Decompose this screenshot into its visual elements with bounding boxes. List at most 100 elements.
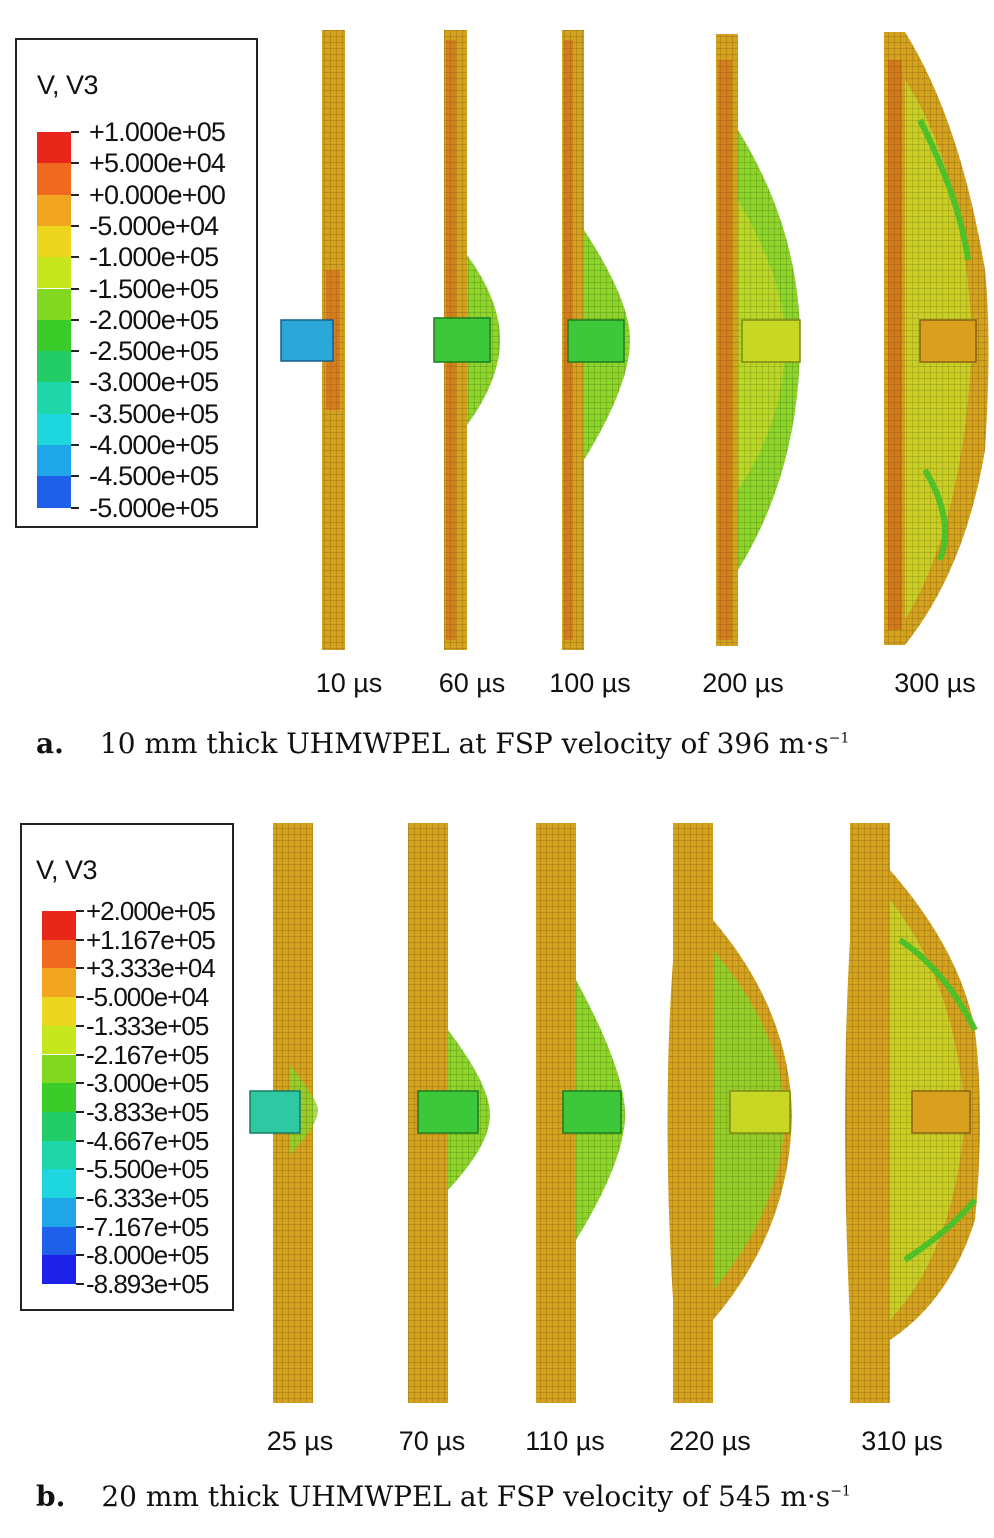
- legend-swatch: [37, 194, 71, 226]
- time-label: 300 µs: [894, 668, 976, 698]
- frame-b-2: [408, 823, 490, 1403]
- green-fragments: [917, 118, 971, 562]
- damage-band: [718, 60, 732, 640]
- projectile: [919, 319, 977, 363]
- legend-swatch: [37, 445, 71, 477]
- legend-swatch: [37, 225, 71, 258]
- legend-color-bar: +1.000e+05 +5.000e+04 +0.000e+00 -5.000e+04…: [37, 119, 226, 521]
- legend-label: -7.167e+05: [86, 1211, 209, 1242]
- frame-a-2: [433, 30, 500, 650]
- legend-label: -5.500e+05: [86, 1154, 209, 1185]
- legend-swatch: [42, 1083, 76, 1112]
- legend-a: V, V3 +1.000e+05 +5.000e+04 +0.000e+00 -5.0…: [15, 38, 258, 528]
- legend-swatch: [37, 132, 71, 164]
- legend-swatch: [42, 968, 76, 998]
- legend-swatch: [42, 1111, 76, 1141]
- legend-tick: [71, 131, 79, 133]
- legend-tick: [71, 287, 79, 290]
- time-label: 100 µs: [549, 668, 631, 698]
- legend-label: -2.500e+05: [89, 336, 219, 367]
- legend-tick: [71, 506, 79, 509]
- damage-band: [888, 60, 902, 630]
- legend-tick: [76, 1139, 84, 1142]
- legend-tick: [76, 1225, 84, 1228]
- legend-tick: [71, 412, 79, 415]
- projectile: [562, 1090, 622, 1134]
- caption-b: b. 20 mm thick UHMWPEL at FSP velocity of…: [36, 1480, 851, 1513]
- legend-label: -5.000e+05: [89, 492, 219, 523]
- legend-swatch: [42, 1140, 76, 1170]
- legend-label: -1.333e+05: [86, 1010, 209, 1041]
- caption-letter: a.: [36, 727, 64, 760]
- time-label: 10 µs: [315, 668, 383, 698]
- time-label: 220 µs: [669, 1426, 751, 1456]
- legend-tick: [71, 256, 79, 259]
- projectile: [433, 317, 491, 363]
- legend-label: +0.000e+00: [89, 179, 226, 210]
- legend-tick: [71, 318, 79, 321]
- frame-a-1: [280, 30, 345, 650]
- frame-a-3: [562, 30, 630, 650]
- projectile: [911, 1090, 971, 1134]
- frame-b-3: [536, 823, 625, 1403]
- legend-label: -3.000e+05: [89, 367, 219, 398]
- legend-label: -6.333e+05: [86, 1183, 209, 1213]
- legend-swatch: [37, 413, 71, 445]
- legend-title: V, V3: [36, 855, 98, 885]
- time-label: 25 µs: [266, 1426, 334, 1456]
- time-label: 70 µs: [398, 1426, 466, 1456]
- legend-tick: [76, 1283, 84, 1286]
- projectile: [249, 1090, 301, 1134]
- legend-tick: [71, 193, 79, 196]
- legend-label: -5.000e+04: [89, 210, 219, 241]
- frame-b-1: [249, 823, 318, 1403]
- legend-label: -3.833e+05: [86, 1096, 209, 1127]
- legend-swatch: [42, 1054, 76, 1084]
- legend-label: -2.167e+05: [86, 1039, 209, 1070]
- legend-label: -4.000e+05: [89, 430, 219, 460]
- caption-a: a. 10 mm thick UHMWPEL at FSP velocity of…: [36, 727, 849, 760]
- legend-swatch: [42, 1226, 76, 1256]
- legend-tick: [71, 475, 79, 478]
- frame-b-4: [667, 823, 792, 1403]
- legend-tick: [76, 1168, 84, 1171]
- legend-tick: [76, 1197, 84, 1199]
- legend-swatch: [42, 1255, 76, 1285]
- projectile: [729, 1090, 791, 1134]
- legend-tick: [76, 1110, 84, 1113]
- legend-tick: [76, 1024, 84, 1027]
- panel-b: V, V3 +2.000e+05 +1.167e+05 +3.333e+04 -5.0…: [0, 780, 994, 1538]
- time-label: 200 µs: [702, 668, 784, 698]
- legend-label: -8.893e+05: [86, 1269, 209, 1300]
- legend-label: -8.000e+05: [86, 1240, 209, 1271]
- legend-swatch: [37, 351, 71, 383]
- legend-swatch: [37, 319, 71, 352]
- legend-swatch: [42, 1169, 76, 1198]
- frame-b-5: [845, 823, 980, 1403]
- legend-tick: [71, 444, 79, 446]
- legend-swatch: [42, 1025, 76, 1055]
- legend-label: -1.500e+05: [89, 273, 219, 304]
- legend-label: +5.000e+04: [89, 148, 226, 179]
- legend-tick: [76, 996, 84, 999]
- time-label: 110 µs: [525, 1426, 605, 1456]
- legend-tick: [71, 350, 79, 353]
- projectile: [280, 319, 334, 362]
- legend-color-bar: +2.000e+05 +1.167e+05 +3.333e+04 -5.000e+04…: [42, 898, 216, 1297]
- legend-tick: [76, 967, 84, 970]
- legend-label: -4.500e+05: [89, 461, 219, 492]
- frame-a-4: [716, 34, 801, 646]
- caption-text: 10 mm thick UHMWPEL at FSP velocity of 3…: [99, 727, 829, 760]
- legend-swatch: [37, 476, 71, 508]
- caption-text: 20 mm thick UHMWPEL at FSP velocity of 5…: [101, 1480, 831, 1513]
- time-label: 310 µs: [861, 1426, 943, 1456]
- legend-label: +1.167e+05: [86, 924, 216, 955]
- legend-label: +3.333e+04: [86, 953, 216, 984]
- legend-tick: [71, 224, 79, 227]
- legend-swatch: [37, 382, 71, 414]
- legend-tick: [76, 1082, 84, 1085]
- legend-label: -4.667e+05: [86, 1125, 209, 1156]
- legend-tick: [71, 381, 79, 384]
- time-label: 60 µs: [438, 668, 506, 698]
- legend-swatch: [42, 911, 76, 940]
